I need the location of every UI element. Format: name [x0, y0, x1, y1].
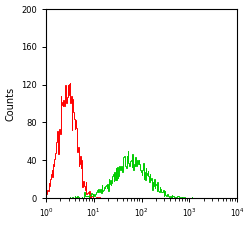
Y-axis label: Counts: Counts [6, 86, 16, 121]
